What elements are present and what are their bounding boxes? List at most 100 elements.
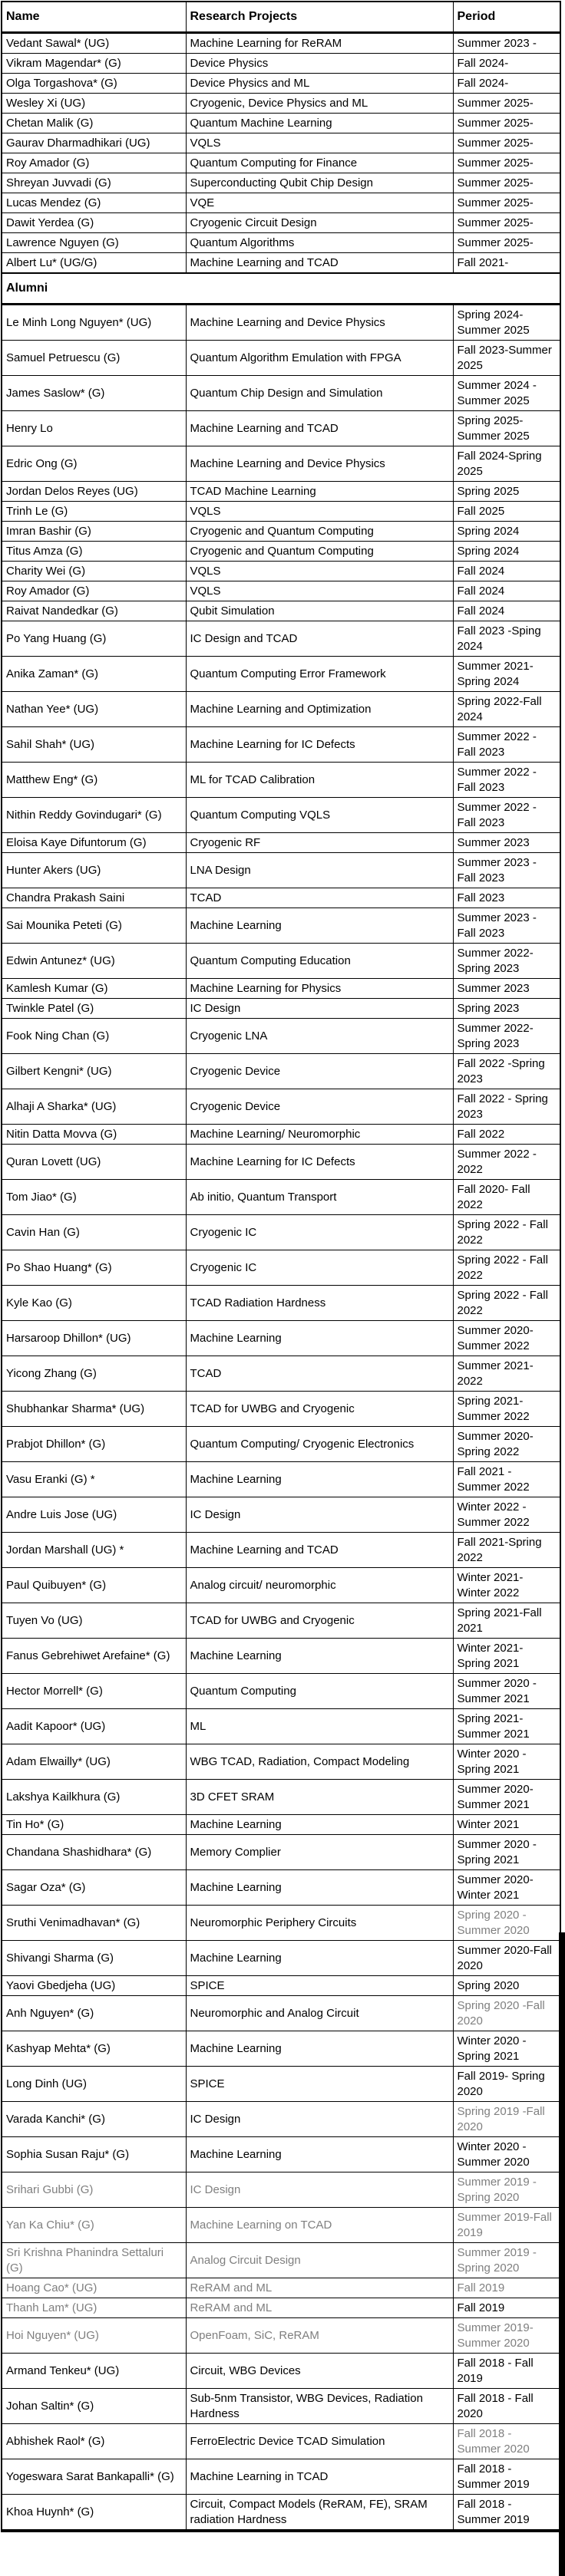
project-cell: Cryogenic Device — [185, 1053, 454, 1089]
name-cell: Roy Amador (G) — [1, 581, 187, 601]
name-cell: Long Dinh (UG) — [1, 2066, 187, 2102]
project-cell: IC Design — [185, 998, 454, 1019]
table-row: Henry Lo Machine Learning and TCAD Spring … — [1, 410, 561, 446]
period-cell: Fall 2022 -Spring 2023 — [452, 1053, 561, 1089]
table-row: James Saslow* (G) Quantum Chip Design and… — [1, 375, 561, 411]
table-row: Po Shao Huang* (G) Cryogenic IC Spring 202… — [1, 1250, 561, 1286]
period-cell: Spring 2023 — [452, 998, 561, 1019]
project-cell: Quantum Computing VQLS — [185, 797, 454, 833]
project-cell: VQLS — [185, 561, 454, 581]
project-cell: VQLS — [185, 581, 454, 601]
table-row: Kyle Kao (G) TCAD Radiation Hardness Sprin… — [1, 1285, 561, 1321]
project-cell: Neuromorphic Periphery Circuits — [185, 1905, 454, 1941]
period-cell: Summer 2025- — [452, 133, 561, 153]
name-cell: Hunter Akers (UG) — [1, 852, 187, 888]
period-cell: Fall 2020- Fall 2022 — [452, 1179, 561, 1215]
period-cell: Summer 2020-Summer 2021 — [452, 1779, 561, 1815]
period-cell: Summer 2021-Spring 2024 — [452, 656, 561, 692]
project-cell: ML — [185, 1708, 454, 1744]
project-cell: Machine Learning — [185, 1814, 454, 1835]
period-cell: Summer 2022 - Fall 2023 — [452, 762, 561, 798]
period-cell: Summer 2025- — [452, 113, 561, 133]
table-row: Trinh Le (G) VQLS Fall 2025 — [1, 501, 561, 522]
project-cell: Ab initio, Quantum Transport — [185, 1179, 454, 1215]
name-cell: Abhishek Raol* (G) — [1, 2423, 187, 2459]
period-cell: Fall 2019 — [452, 2278, 561, 2298]
period-cell: Winter 2020 - Spring 2021 — [452, 1744, 561, 1780]
period-cell: Summer 2022 - 2022 — [452, 1144, 561, 1180]
name-cell: Paul Quibuyen* (G) — [1, 1567, 187, 1603]
period-cell: Summer 2025- — [452, 232, 561, 253]
table-row: Olga Torgashova* (G) Device Physics and M… — [1, 73, 561, 94]
table-row: Yicong Zhang (G) TCAD Summer 2021-2022 — [1, 1356, 561, 1392]
name-cell: Sri Krishna Phanindra Settaluri (G) — [1, 2242, 187, 2278]
table-row: Gaurav Dharmadhikari (UG) VQLS Summer 2025… — [1, 133, 561, 153]
table-row: Vedant Sawal* (UG) Machine Learning for R… — [1, 32, 561, 54]
current-students-section: Vedant Sawal* (UG) Machine Learning for R… — [1, 32, 561, 274]
name-cell: Eloisa Kaye Difuntorum (G) — [1, 832, 187, 853]
name-cell: Albert Lu* (UG/G) — [1, 252, 187, 274]
project-cell: Quantum Computing Error Framework — [185, 656, 454, 692]
table-row: Roy Amador (G) Quantum Computing for Fina… — [1, 153, 561, 173]
project-cell: Machine Learning — [185, 2031, 454, 2067]
name-cell: Sahil Shah* (UG) — [1, 726, 187, 763]
period-cell: Fall 2018 - Summer 2019 — [452, 2459, 561, 2495]
name-cell: Kamlesh Kumar (G) — [1, 978, 187, 999]
table-row: Armand Tenkeu* (UG) Circuit, WBG Devices F… — [1, 2353, 561, 2389]
period-cell: Fall 2018 - Fall 2019 — [452, 2353, 561, 2389]
project-cell: IC Design — [185, 2101, 454, 2137]
period-cell: Fall 2018 - Summer 2019 — [452, 2494, 561, 2532]
name-cell: Jordan Delos Reyes (UG) — [1, 481, 187, 502]
period-cell: Summer 2022-Spring 2023 — [452, 1018, 561, 1054]
table-row: Dawit Yerdea (G) Cryogenic Circuit Design… — [1, 212, 561, 233]
name-cell: Yaovi Gbedjeha (UG) — [1, 1975, 187, 1996]
period-cell: Fall 2024 — [452, 601, 561, 621]
project-cell: Cryogenic Device — [185, 1089, 454, 1125]
period-cell: Spring 2021-Summer 2022 — [452, 1391, 561, 1427]
name-cell: Vasu Eranki (G) * — [1, 1461, 187, 1497]
table-row: Hunter Akers (UG) LNA Design Summer 2023 -… — [1, 852, 561, 888]
project-cell: TCAD Machine Learning — [185, 481, 454, 502]
period-cell: Summer 2020-Winter 2021 — [452, 1869, 561, 1906]
name-cell: Chandana Shashidhara* (G) — [1, 1834, 187, 1870]
project-cell: Cryogenic RF — [185, 832, 454, 853]
period-cell: Winter 2020 - Spring 2021 — [452, 2031, 561, 2067]
name-cell: Nitin Datta Movva (G) — [1, 1124, 187, 1145]
period-cell: Summer 2025- — [452, 93, 561, 114]
project-cell: Qubit Simulation — [185, 601, 454, 621]
period-cell: Spring 2021-Summer 2021 — [452, 1708, 561, 1744]
period-cell: Fall 2021-Spring 2022 — [452, 1532, 561, 1568]
table-row: Twinkle Patel (G) IC Design Spring 2023 — [1, 998, 561, 1019]
table-row: Sophia Susan Raju* (G) Machine Learning Wi… — [1, 2136, 561, 2172]
name-cell: Dawit Yerdea (G) — [1, 212, 187, 233]
name-cell: Wesley Xi (UG) — [1, 93, 187, 114]
project-cell: ReRAM and ML — [185, 2278, 454, 2298]
table-row: Quran Lovett (UG) Machine Learning for IC… — [1, 1144, 561, 1180]
project-cell: Cryogenic IC — [185, 1250, 454, 1286]
project-cell: Machine Learning for Physics — [185, 978, 454, 999]
table-row: Nathan Yee* (UG) Machine Learning and Opt… — [1, 691, 561, 727]
name-cell: Le Minh Long Nguyen* (UG) — [1, 304, 187, 341]
name-cell: Nathan Yee* (UG) — [1, 691, 187, 727]
period-cell: Fall 2025 — [452, 501, 561, 522]
project-cell: Machine Learning in TCAD — [185, 2459, 454, 2495]
table-row: Paul Quibuyen* (G) Analog circuit/ neurom… — [1, 1567, 561, 1603]
project-cell: Cryogenic Circuit Design — [185, 212, 454, 233]
table-row: Shubhankar Sharma* (UG) TCAD for UWBG and… — [1, 1391, 561, 1427]
period-cell: Spring 2020 -Fall 2020 — [452, 1995, 561, 2031]
name-cell: Henry Lo — [1, 410, 187, 446]
period-cell: Fall 2018 - Fall 2020 — [452, 2388, 561, 2424]
period-cell: Spring 2025 — [452, 481, 561, 502]
table-row: Alhaji A Sharka* (UG) Cryogenic Device Fal… — [1, 1089, 561, 1125]
table-row: Srihari Gubbi (G) IC Design Summer 2019 - … — [1, 2172, 561, 2208]
table-row: Charity Wei (G) VQLS Fall 2024 — [1, 561, 561, 581]
name-cell: Yicong Zhang (G) — [1, 1356, 187, 1392]
period-cell: Winter 2021-Spring 2021 — [452, 1638, 561, 1674]
project-cell: OpenFoam, SiC, ReRAM — [185, 2317, 454, 2354]
name-cell: Armand Tenkeu* (UG) — [1, 2353, 187, 2389]
period-cell: Summer 2019 - Spring 2020 — [452, 2172, 561, 2208]
table-row: Wesley Xi (UG) Cryogenic, Device Physics … — [1, 93, 561, 114]
period-cell: Spring 2022 - Fall 2022 — [452, 1250, 561, 1286]
name-cell: Imran Bashir (G) — [1, 521, 187, 542]
project-cell: Device Physics — [185, 53, 454, 74]
